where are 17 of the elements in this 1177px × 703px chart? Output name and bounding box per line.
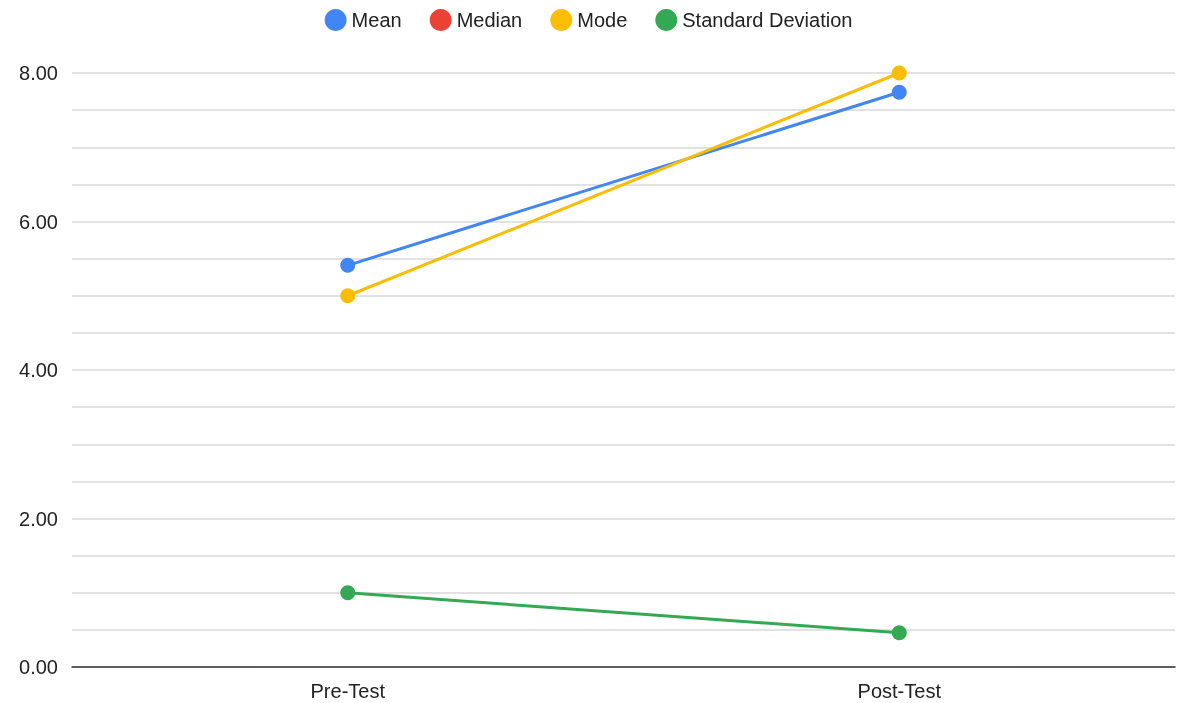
point bbox=[340, 257, 356, 273]
point bbox=[891, 84, 907, 100]
x-tick-label: Pre-Test bbox=[310, 680, 386, 702]
y-tick-label: 6.00 bbox=[19, 210, 58, 233]
legend-label: Standard Deviation bbox=[682, 9, 853, 31]
x-tick-label: Post-Test bbox=[857, 680, 942, 702]
legend-label: Median bbox=[456, 9, 523, 31]
y-tick-label: 4.00 bbox=[19, 359, 58, 381]
y-tick-label: 0.00 bbox=[19, 656, 58, 678]
y-tick-label: 8.00 bbox=[19, 62, 58, 84]
point bbox=[340, 288, 356, 304]
point bbox=[891, 625, 907, 641]
legend-label: Mode bbox=[577, 9, 628, 31]
point bbox=[340, 585, 356, 601]
y-tick-label: 2.00 bbox=[19, 507, 58, 530]
point bbox=[891, 65, 907, 81]
legend-label: Mean bbox=[351, 9, 402, 31]
